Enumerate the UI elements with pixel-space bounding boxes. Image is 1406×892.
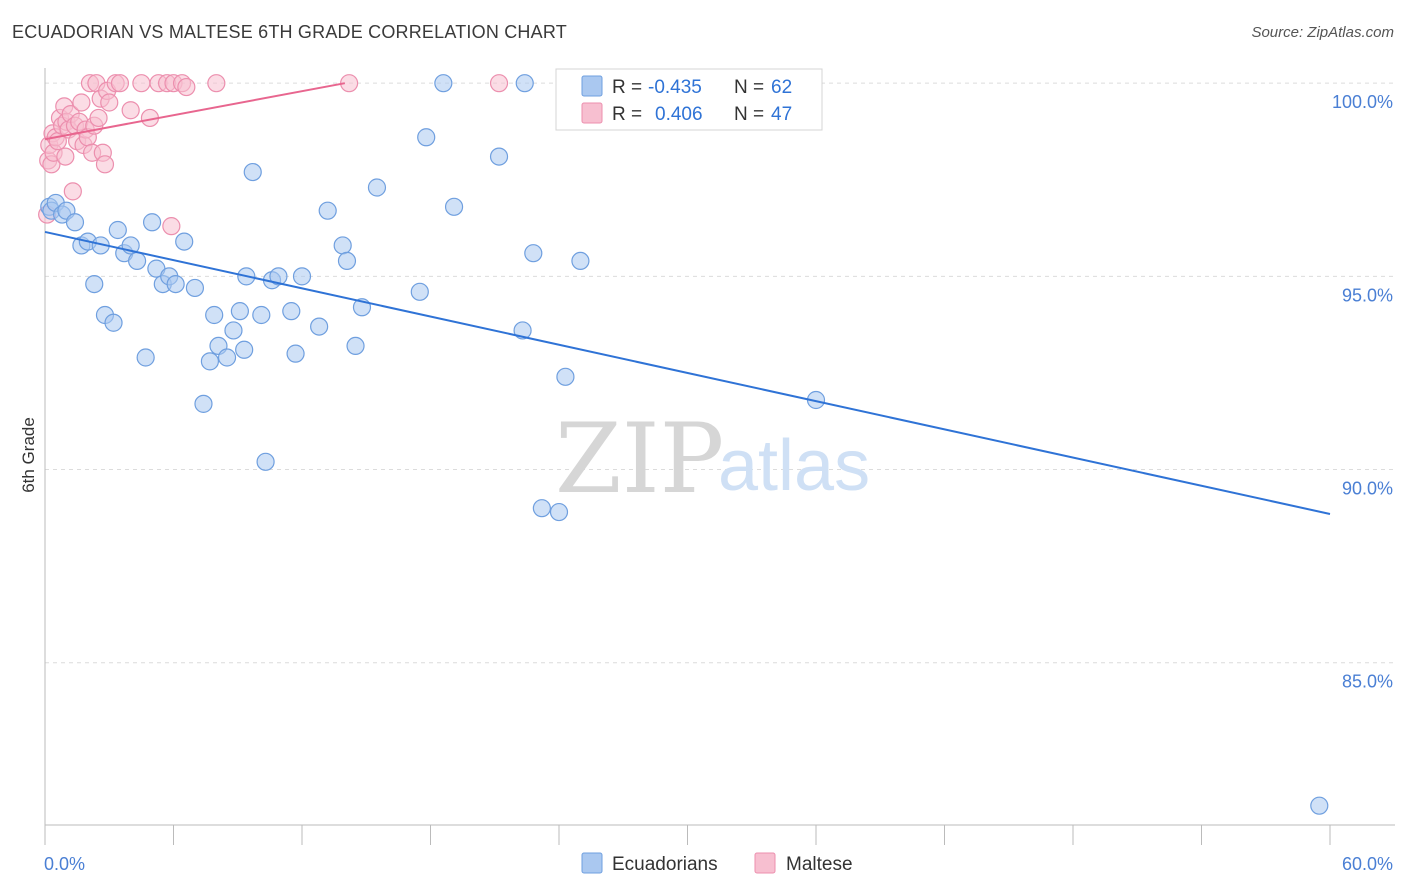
- ecuadorians-point: [337, 251, 357, 271]
- y-tick-label: 95.0%: [1342, 285, 1393, 305]
- maltese-point: [177, 77, 196, 97]
- ecuadorians-point: [346, 336, 365, 356]
- maltese-point: [72, 93, 91, 112]
- maltese-point: [489, 74, 509, 93]
- source-credit: Source: ZipAtlas.com: [1251, 24, 1394, 41]
- ecuadorians-trend-line: [44, 230, 1331, 515]
- ecuadorians-point: [127, 251, 147, 271]
- maltese-point: [89, 108, 108, 128]
- legend-label-ecuadorians: Ecuadorians: [612, 854, 718, 875]
- ecuadorians-point: [556, 367, 575, 386]
- ecuadorians-point: [292, 267, 312, 286]
- ecuadorians-point: [136, 348, 155, 367]
- legend-n-value: 47: [771, 104, 792, 125]
- maltese-point: [162, 217, 181, 236]
- ecuadorians-point: [571, 251, 590, 271]
- legend-bottom: Ecuadorians Maltese: [581, 852, 853, 875]
- ecuadorians-point: [175, 232, 194, 251]
- watermark-atlas: atlas: [718, 426, 870, 506]
- x-tick-labels: 0.0% 60.0%: [44, 854, 1393, 874]
- ecuadorians-point: [444, 197, 464, 216]
- ecuadorians-point: [205, 305, 224, 325]
- x-tick-label: 60.0%: [1342, 854, 1393, 874]
- ecuadorians-point: [108, 220, 127, 240]
- legend-label-maltese: Maltese: [786, 854, 853, 875]
- ecuadorians-point: [185, 278, 205, 298]
- ecuadorians-point: [549, 502, 569, 522]
- y-tick-label: 90.0%: [1342, 479, 1393, 499]
- ecuadorians-point: [318, 201, 337, 220]
- maltese-point: [100, 93, 119, 112]
- y-tick-labels: 85.0% 90.0% 95.0% 100.0%: [1332, 92, 1393, 692]
- ecuadorians-point: [333, 236, 352, 255]
- trend-lines: [44, 82, 1331, 515]
- ecuadorians-point: [367, 178, 387, 197]
- y-tick-label: 100.0%: [1332, 92, 1393, 112]
- ecuadorians-point: [243, 162, 262, 182]
- ecuadorians-point: [417, 128, 436, 147]
- legend-swatch-maltese: [581, 102, 603, 124]
- watermark-zip: ZIP: [555, 403, 724, 515]
- legend-n-value: 62: [771, 77, 792, 98]
- maltese-point: [207, 74, 226, 93]
- ecuadorians-point: [235, 340, 254, 359]
- ecuadorians-point: [489, 147, 509, 166]
- maltese-trend-line: [44, 82, 346, 141]
- maltese-point: [63, 182, 82, 201]
- chart-title: ECUADORIAN VS MALTESE 6TH GRADE CORRELAT…: [12, 22, 567, 42]
- ecuadorians-point: [200, 352, 220, 371]
- ecuadorians-point: [230, 302, 249, 321]
- watermark: ZIP atlas: [555, 403, 870, 515]
- legend-swatch-ecuadorians: [581, 852, 603, 874]
- series-maltese: [38, 74, 509, 236]
- ecuadorians-point: [434, 74, 453, 93]
- y-tick-label: 85.0%: [1342, 672, 1393, 692]
- maltese-point: [121, 101, 140, 120]
- series-ecuadorians: [40, 74, 1329, 815]
- legend-r-value: -0.435: [648, 77, 702, 98]
- ecuadorians-point: [282, 302, 301, 321]
- ecuadorians-point: [85, 274, 104, 294]
- ecuadorians-point: [1310, 796, 1329, 815]
- ecuadorians-point: [166, 274, 185, 294]
- ecuadorians-point: [515, 74, 534, 93]
- maltese-point: [110, 74, 130, 93]
- ecuadorians-point: [194, 394, 213, 413]
- ecuadorians-point: [65, 213, 85, 232]
- ecuadorians-point: [224, 321, 243, 340]
- ecuadorians-point: [269, 267, 288, 286]
- ecuadorians-point: [532, 499, 551, 518]
- ecuadorians-point: [524, 244, 543, 263]
- ecuadorians-point: [410, 282, 429, 301]
- x-tick-label: 0.0%: [44, 854, 85, 874]
- legend-top: R = -0.435 N = 62 R = 0.406 N = 47: [555, 68, 823, 131]
- axes: [44, 68, 1395, 845]
- ecuadorians-point: [256, 452, 275, 471]
- ecuadorians-point: [142, 213, 162, 232]
- ecuadorians-point: [217, 348, 237, 367]
- legend-swatch-ecuadorians: [581, 75, 603, 97]
- legend-r-label: R =: [612, 77, 642, 98]
- maltese-point: [56, 147, 75, 166]
- legend-n-label: N =: [734, 77, 764, 98]
- y-axis-title: 6th Grade: [19, 417, 38, 493]
- legend-r-label: R =: [612, 104, 642, 125]
- ecuadorians-point: [310, 317, 329, 336]
- legend-n-label: N =: [734, 104, 764, 125]
- legend-swatch-maltese: [754, 852, 776, 874]
- maltese-point: [95, 155, 115, 174]
- ecuadorians-point: [286, 344, 305, 363]
- legend-r-value: 0.406: [655, 104, 703, 125]
- ecuadorians-point: [104, 313, 123, 332]
- maltese-point: [132, 74, 151, 93]
- ecuadorians-point: [513, 321, 532, 340]
- ecuadorians-point: [252, 305, 271, 325]
